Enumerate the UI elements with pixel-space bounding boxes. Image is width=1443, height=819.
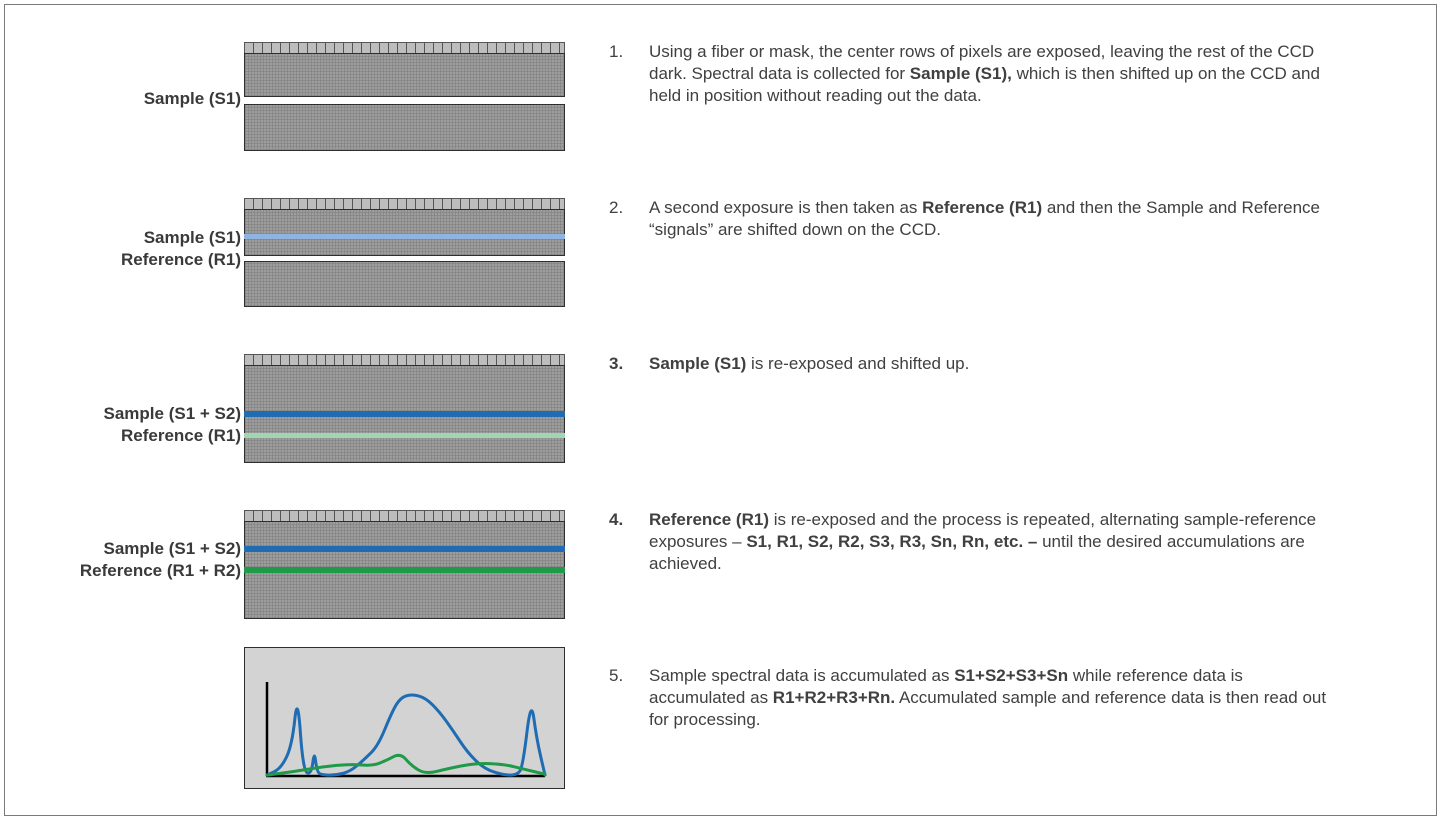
ccd-upper-pixels bbox=[244, 53, 565, 97]
text-run: Using a fiber or mask, the center rows o… bbox=[649, 42, 1315, 83]
ccd-upper-pixels bbox=[244, 209, 565, 256]
step2-label-reference: Reference (R1) bbox=[121, 250, 241, 269]
bold-run: S1, R1, S2, R2, S3, R3, Sn, Rn, etc. – bbox=[746, 532, 1038, 551]
step4-label-reference: Reference (R1 + R2) bbox=[79, 561, 241, 580]
text-run: is re-exposed and shifted up. bbox=[746, 354, 970, 373]
text-run: A second exposure is then taken as bbox=[649, 198, 923, 217]
bold-run: R1+R2+R3+Rn. bbox=[772, 688, 896, 707]
ccd-lower-pixels bbox=[244, 104, 565, 151]
reference-signal-row bbox=[244, 433, 565, 438]
step3-number: 3. bbox=[609, 354, 624, 373]
step3-label-sample: Sample (S1 + S2) bbox=[103, 404, 241, 423]
bold-run: Reference (R1) bbox=[922, 198, 1043, 217]
ccd-lower-pixels bbox=[244, 261, 565, 307]
step5-text: Sample spectral data is accumulated as S… bbox=[649, 665, 1339, 731]
text-run: which is then shifted up on the CCD and … bbox=[649, 64, 1320, 105]
text-run: until the desired accumulations are achi… bbox=[649, 532, 1305, 573]
reference-signal-row bbox=[244, 567, 565, 573]
ccd-column-ruler bbox=[244, 354, 565, 365]
step5-number: 5. bbox=[609, 666, 624, 685]
step3-text: Sample (S1) is re-exposed and shifted up… bbox=[649, 353, 1339, 375]
step2-number: 2. bbox=[609, 198, 624, 217]
bold-run: S1+S2+S3+Sn bbox=[954, 666, 1069, 685]
sample-signal-row bbox=[244, 234, 565, 239]
diagram-frame bbox=[4, 4, 1437, 816]
sample-spectrum-line bbox=[265, 693, 547, 777]
text-run: is re-exposed and the process is repeate… bbox=[649, 510, 1317, 551]
step4-label-sample: Sample (S1 + S2) bbox=[103, 539, 241, 558]
sample-signal-row bbox=[244, 546, 565, 552]
step4-number: 4. bbox=[609, 510, 624, 529]
text-run: while reference data is accumulated as bbox=[649, 666, 1243, 707]
bold-run: Sample (S1) bbox=[649, 354, 747, 373]
step1-label-sample: Sample (S1) bbox=[143, 89, 241, 108]
bold-run: Reference (R1) bbox=[649, 510, 769, 529]
text-run: Sample spectral data is accumulated as bbox=[649, 666, 955, 685]
series-layer bbox=[265, 693, 547, 777]
step1-text: Using a fiber or mask, the center rows o… bbox=[649, 41, 1339, 107]
accumulated-spectra-chart bbox=[244, 647, 565, 789]
ccd-column-ruler bbox=[244, 198, 565, 209]
step2-label-sample: Sample (S1) bbox=[143, 228, 241, 247]
exposed-sample-row bbox=[244, 98, 565, 104]
step3-label-reference: Reference (R1) bbox=[121, 426, 241, 445]
step1-number: 1. bbox=[609, 42, 624, 61]
ccd-column-ruler bbox=[244, 510, 565, 521]
ccd-column-ruler bbox=[244, 42, 565, 53]
text-run: Accumulated sample and reference data is… bbox=[649, 688, 1327, 729]
step4-text: Reference (R1) is re-exposed and the pro… bbox=[649, 509, 1339, 575]
step2-text: A second exposure is then taken as Refer… bbox=[649, 197, 1339, 241]
sample-signal-row bbox=[244, 411, 565, 417]
exposed-reference-row bbox=[244, 256, 565, 262]
bold-run: Sample (S1), bbox=[909, 64, 1012, 83]
reference-spectrum-line bbox=[265, 753, 547, 777]
spectra-plot bbox=[265, 682, 547, 778]
text-run: and then the Sample and Reference “signa… bbox=[649, 198, 1320, 239]
